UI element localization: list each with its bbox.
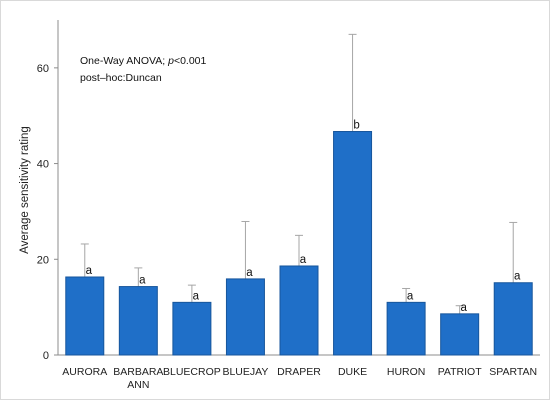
y-axis-title: Average sensitivity rating — [19, 126, 31, 254]
bar-spartan — [493, 282, 533, 356]
y-tick-label: 0 — [43, 350, 49, 362]
bar-bluejay — [225, 278, 265, 356]
significance-letter: a — [407, 290, 414, 302]
anova-prefix: One-Way ANOVA; — [80, 55, 168, 67]
x-tick-label: BLUEJAY — [222, 366, 268, 378]
x-tick-label: SPARTAN — [489, 366, 537, 378]
error-bars — [80, 33, 518, 314]
y-tick-label: 20 — [37, 254, 49, 266]
significance-letter: a — [514, 271, 521, 283]
bar-duke — [333, 131, 373, 356]
bars — [65, 131, 533, 356]
significance-letters: a a a a a b a a a — [86, 120, 521, 314]
significance-letter: a — [460, 302, 467, 314]
y-ticks: 0 20 40 60 — [37, 63, 58, 362]
x-tick-label: HURON — [387, 366, 426, 378]
significance-letter: b — [353, 120, 359, 132]
bar-draper — [279, 265, 319, 356]
x-tick-label: DUKE — [338, 366, 367, 378]
posthoc-annotation: post–hoc:Duncan — [80, 72, 162, 84]
x-tick-label: PATRIOT — [438, 366, 483, 378]
bar-aurora — [65, 276, 105, 356]
significance-letter: a — [246, 267, 253, 279]
bar-bluecrop — [172, 301, 212, 356]
significance-letter: a — [139, 275, 146, 287]
x-tick-label: BARBARA ANN — [113, 366, 163, 391]
bar-patriot — [440, 313, 480, 356]
x-tick-label: BLUECROP — [163, 366, 221, 378]
x-tick-label: AURORA — [62, 366, 107, 378]
anova-p-symbol: p — [167, 55, 174, 67]
y-tick-label: 60 — [37, 63, 49, 75]
significance-letter: a — [86, 265, 93, 277]
bar-barbara-ann — [118, 286, 158, 356]
significance-letter: a — [300, 254, 307, 266]
x-tick-label: DRAPER — [277, 366, 321, 378]
bar-huron — [386, 301, 426, 356]
anova-annotation: One-Way ANOVA; p<0.001 — [80, 55, 207, 67]
anova-p-value: <0.001 — [174, 55, 207, 67]
y-tick-label: 40 — [37, 159, 49, 171]
significance-letter: a — [193, 290, 200, 302]
